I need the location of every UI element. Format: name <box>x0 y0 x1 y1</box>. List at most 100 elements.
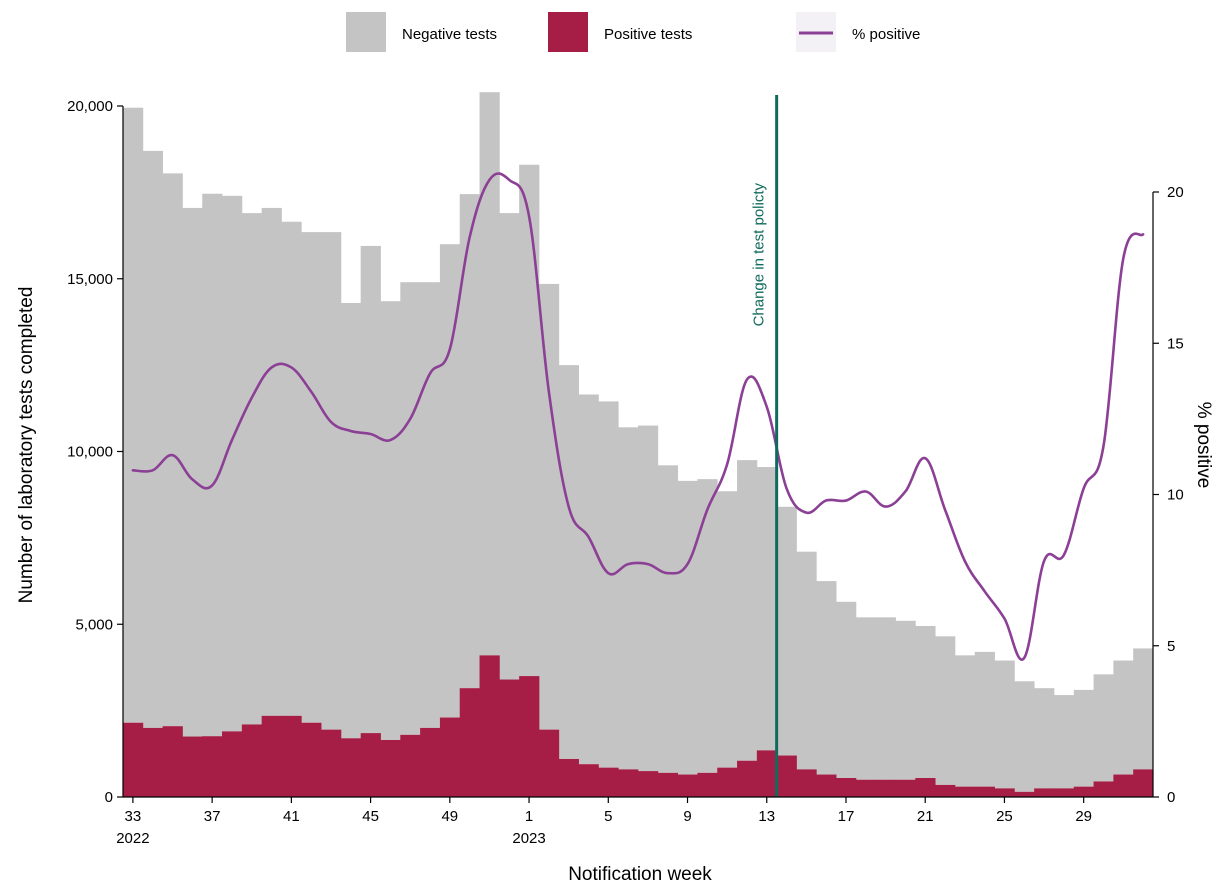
positive-tests-bar-week-34 <box>142 727 164 797</box>
negative-tests-bar-week-27 <box>1034 688 1055 789</box>
positive-tests-bars <box>123 655 1154 797</box>
positive-tests-bar-week-6 <box>618 769 639 797</box>
negative-tests-bar-week-33 <box>123 107 144 723</box>
positive-tests-bar-week-52 <box>499 679 520 797</box>
y-tick-label: 15,000 <box>67 271 113 288</box>
negative-tests-bar-week-41 <box>281 221 302 716</box>
negative-tests-bar-week-24 <box>974 651 995 787</box>
positive-tests-bar-week-27 <box>1034 788 1055 797</box>
positive-tests-bar-week-38 <box>222 731 243 797</box>
negative-tests-bar-week-32 <box>1133 648 1154 770</box>
positive-tests-bar-week-48 <box>420 727 441 797</box>
positive-tests-bar-week-1 <box>519 676 540 797</box>
positive-tests-bar-week-19 <box>875 779 896 797</box>
percent-positive-line-group <box>131 172 1145 661</box>
negative-tests-bar-week-15 <box>796 551 817 770</box>
negative-tests-bar-week-40 <box>261 207 282 716</box>
y-tick-label: 5,000 <box>75 616 113 633</box>
negative-tests-bar-week-35 <box>162 173 183 727</box>
annotation-group: Change in test policty <box>751 95 779 797</box>
y-tick-label: 20,000 <box>67 98 113 115</box>
positive-tests-bar-week-45 <box>360 733 381 797</box>
negative-tests-bar-week-18 <box>855 617 877 780</box>
negative-tests-bar-week-11 <box>717 491 738 768</box>
negative-tests-bar-week-2 <box>538 283 560 730</box>
y2-tick-label: 10 <box>1167 487 1184 504</box>
y2-axis-title: % positive <box>1193 402 1214 489</box>
negative-tests-bar-week-12 <box>737 460 758 761</box>
negative-tests-bar-week-3 <box>558 365 579 759</box>
negative-tests-bar-week-22 <box>935 636 956 785</box>
legend: Negative tests Positive tests % positive <box>346 12 920 52</box>
y2-tick-label: 15 <box>1167 335 1184 352</box>
positive-tests-bar-week-11 <box>717 767 738 797</box>
negative-tests-bar-week-38 <box>222 195 243 732</box>
negative-tests-bar-week-1 <box>519 164 540 677</box>
negative-tests-bar-week-23 <box>954 655 976 787</box>
negative-tests-bar-week-8 <box>657 465 679 773</box>
positive-tests-bar-week-31 <box>1113 774 1134 797</box>
negative-tests-bar-week-6 <box>618 427 639 770</box>
negative-tests-bars <box>123 92 1154 792</box>
negative-tests-bar-week-9 <box>677 480 698 775</box>
x-tick-label: 5 <box>604 808 612 825</box>
negative-tests-bar-week-43 <box>321 232 342 730</box>
positive-tests-bar-week-3 <box>558 758 579 797</box>
x-tick-label: 21 <box>917 808 934 825</box>
positive-tests-bar-week-24 <box>974 786 995 797</box>
positive-tests-bar-week-51 <box>479 655 500 797</box>
positive-tests-bar-week-5 <box>598 767 619 797</box>
positive-tests-bar-week-9 <box>677 774 698 797</box>
positive-tests-bar-week-22 <box>935 784 956 797</box>
positive-tests-bar-week-46 <box>380 739 401 797</box>
positive-tests-bar-week-13 <box>756 750 778 797</box>
y-axis-title: Number of laboratory tests completed <box>16 287 37 604</box>
positive-tests-bar-week-4 <box>578 764 599 797</box>
negative-tests-bar-week-19 <box>875 617 896 780</box>
positive-tests-bar-week-37 <box>202 736 223 797</box>
negative-tests-bar-week-17 <box>836 601 857 778</box>
x-tick-label: 45 <box>362 808 379 825</box>
percent-positive-line <box>131 172 1145 661</box>
negative-tests-bar-week-45 <box>360 245 381 734</box>
positive-tests-bar-week-49 <box>439 717 461 797</box>
x-tick-label: 29 <box>1075 808 1092 825</box>
y-tick-label: 10,000 <box>67 444 113 461</box>
negative-tests-bar-week-5 <box>598 401 619 768</box>
positive-tests-bar-week-15 <box>796 769 817 797</box>
positive-tests-bar-week-36 <box>182 736 203 797</box>
positive-tests-bar-week-7 <box>638 771 659 797</box>
positive-tests-bar-week-29 <box>1073 786 1094 797</box>
positive-tests-bar-week-26 <box>1014 791 1035 797</box>
legend-swatch-negative-tests <box>346 12 386 52</box>
negative-tests-bar-week-7 <box>638 425 659 772</box>
y2-tick-label: 0 <box>1167 789 1175 806</box>
negative-tests-bar-week-25 <box>994 660 1015 789</box>
negative-tests-bar-week-26 <box>1014 681 1035 792</box>
positive-tests-bar-week-18 <box>855 779 877 797</box>
positive-tests-bar-week-47 <box>400 734 421 797</box>
x-year-label: 2023 <box>512 830 545 847</box>
positive-tests-bar-week-17 <box>836 777 857 797</box>
legend-label-negative-tests: Negative tests <box>402 26 497 43</box>
positive-tests-bar-week-43 <box>321 729 342 797</box>
negative-tests-bar-week-37 <box>202 193 223 737</box>
negative-tests-bar-week-21 <box>915 625 936 778</box>
positive-tests-bar-week-12 <box>737 760 758 797</box>
negative-tests-bar-week-10 <box>697 479 718 773</box>
x-axis-title: Notification week <box>568 864 712 885</box>
negative-tests-bar-week-14 <box>776 506 797 756</box>
x-tick-label: 1 <box>525 808 533 825</box>
positive-tests-bar-week-23 <box>954 786 976 797</box>
negative-tests-bar-week-29 <box>1073 689 1094 787</box>
positive-tests-bar-week-40 <box>261 715 282 797</box>
positive-tests-bar-week-8 <box>657 772 679 797</box>
negative-tests-bar-week-16 <box>816 581 837 775</box>
legend-swatch-positive-tests <box>548 12 588 52</box>
x-year-label: 2022 <box>116 830 149 847</box>
policy-change-label: Change in test policty <box>751 183 768 327</box>
positive-tests-bar-week-28 <box>1053 788 1075 797</box>
y2-tick-label: 20 <box>1167 184 1184 201</box>
negative-tests-bar-week-13 <box>756 467 778 751</box>
